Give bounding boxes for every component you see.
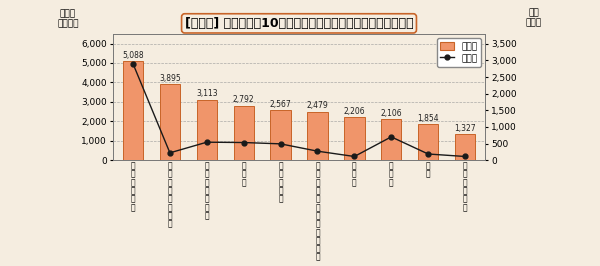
Bar	[418, 124, 438, 160]
Text: 5,088: 5,088	[122, 51, 144, 60]
Bar	[271, 110, 291, 160]
Text: 2,206: 2,206	[344, 107, 365, 116]
Bar	[123, 61, 143, 160]
Text: 費用額
（万円）: 費用額 （万円）	[57, 9, 79, 29]
Text: 3,113: 3,113	[196, 89, 218, 98]
Text: 1,327: 1,327	[454, 124, 476, 133]
Bar	[233, 106, 254, 160]
Bar	[455, 134, 475, 160]
Text: 1,854: 1,854	[418, 114, 439, 123]
Text: 2,479: 2,479	[307, 101, 328, 110]
Text: 3,895: 3,895	[159, 74, 181, 83]
Bar	[160, 84, 180, 160]
Title: [雲南市] 費用額上位10疾患（全年齢・男女計・入院＋入院外）: [雲南市] 費用額上位10疾患（全年齢・男女計・入院＋入院外）	[185, 17, 413, 30]
Text: 2,567: 2,567	[269, 100, 292, 109]
Bar	[344, 117, 365, 160]
Text: 2,792: 2,792	[233, 95, 254, 104]
Legend: 費用額, 件　数: 費用額, 件 数	[437, 38, 481, 66]
Bar	[381, 119, 401, 160]
Text: 2,106: 2,106	[380, 109, 402, 118]
Text: 件数
（件）: 件数 （件）	[526, 8, 542, 27]
Bar	[197, 100, 217, 160]
Bar	[307, 112, 328, 160]
